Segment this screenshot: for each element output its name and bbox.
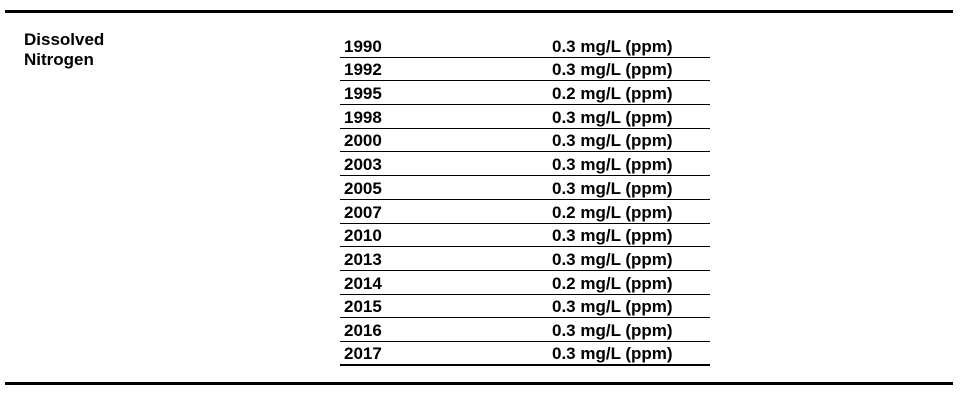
reading-value: 0.3 mg/L (ppm) xyxy=(552,320,673,340)
reading-year: 2010 xyxy=(344,226,382,246)
bottom-rule xyxy=(5,382,953,385)
reading-value: 0.3 mg/L (ppm) xyxy=(552,60,673,80)
table-row: 2013 0.3 mg/L (ppm) xyxy=(340,247,710,271)
reading-year: 2015 xyxy=(344,297,382,317)
reading-year: 2017 xyxy=(344,343,382,363)
reading-value: 0.3 mg/L (ppm) xyxy=(552,131,673,151)
readings-table: 1990 0.3 mg/L (ppm) 1992 0.3 mg/L (ppm) 1995… xyxy=(340,34,710,366)
reading-year: 2013 xyxy=(344,249,382,269)
reading-year: 2016 xyxy=(344,320,382,340)
reading-value: 0.3 mg/L (ppm) xyxy=(552,226,673,246)
reading-value: 0.3 mg/L (ppm) xyxy=(552,155,673,175)
reading-year: 2005 xyxy=(344,178,382,198)
reading-year: 1992 xyxy=(344,60,382,80)
table-row: 1995 0.2 mg/L (ppm) xyxy=(340,81,710,106)
reading-value: 0.3 mg/L (ppm) xyxy=(552,107,673,127)
reading-year: 1995 xyxy=(344,84,382,104)
reading-value: 0.2 mg/L (ppm) xyxy=(552,202,673,222)
table-row: 2017 0.3 mg/L (ppm) xyxy=(340,342,710,366)
table-row: 1990 0.3 mg/L (ppm) xyxy=(340,34,710,58)
table-row: 2007 0.2 mg/L (ppm) xyxy=(340,200,710,224)
reading-value: 0.2 mg/L (ppm) xyxy=(552,84,673,104)
table-row: 2005 0.3 mg/L (ppm) xyxy=(340,176,710,200)
reading-value: 0.3 mg/L (ppm) xyxy=(552,178,673,198)
table-row: 1992 0.3 mg/L (ppm) xyxy=(340,58,710,82)
reading-year: 2007 xyxy=(344,202,382,222)
table-row: 2014 0.2 mg/L (ppm) xyxy=(340,271,710,295)
reading-year: 1990 xyxy=(344,36,382,56)
table-row: 2010 0.3 mg/L (ppm) xyxy=(340,224,710,248)
table-row: 2015 0.3 mg/L (ppm) xyxy=(340,295,710,319)
table-row: 2003 0.3 mg/L (ppm) xyxy=(340,152,710,177)
parameter-label: Dissolved Nitrogen xyxy=(24,30,184,70)
table-row: 2000 0.3 mg/L (ppm) xyxy=(340,129,710,153)
reading-year: 1998 xyxy=(344,107,382,127)
parameter-label-line1: Dissolved xyxy=(24,30,105,49)
reading-year: 2003 xyxy=(344,155,382,175)
top-rule xyxy=(5,10,953,13)
table-row: 1998 0.3 mg/L (ppm) xyxy=(340,105,710,129)
reading-year: 2000 xyxy=(344,131,382,151)
reading-value: 0.3 mg/L (ppm) xyxy=(552,36,673,56)
reading-value: 0.3 mg/L (ppm) xyxy=(552,343,673,363)
parameter-label-line2: Nitrogen xyxy=(24,50,94,69)
reading-value: 0.2 mg/L (ppm) xyxy=(552,273,673,293)
reading-year: 2014 xyxy=(344,273,382,293)
reading-value: 0.3 mg/L (ppm) xyxy=(552,297,673,317)
reading-value: 0.3 mg/L (ppm) xyxy=(552,249,673,269)
table-row: 2016 0.3 mg/L (ppm) xyxy=(340,318,710,342)
